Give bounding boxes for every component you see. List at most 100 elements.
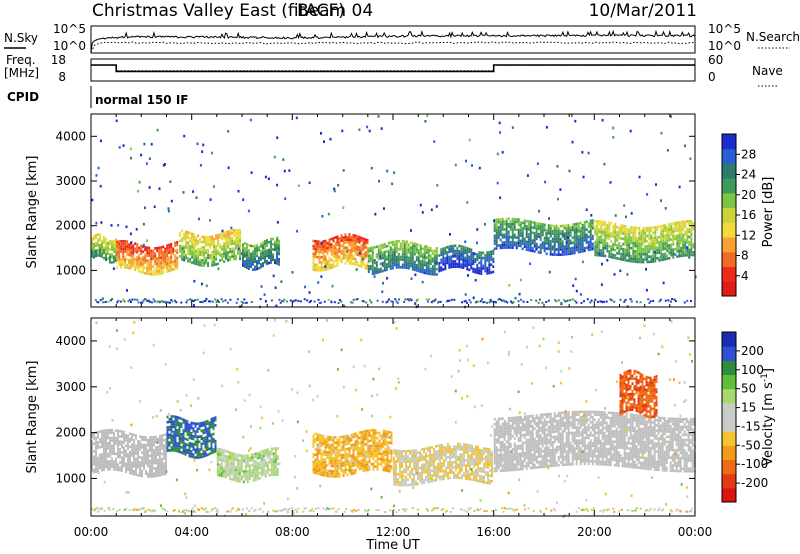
scatter-cell bbox=[234, 479, 237, 482]
scatter-cell bbox=[161, 452, 163, 456]
scatter-cell bbox=[260, 250, 262, 253]
scatter-cell bbox=[201, 259, 204, 262]
scatter-cell bbox=[336, 475, 339, 478]
scatter-cell bbox=[547, 224, 550, 227]
scatter-cell bbox=[389, 246, 392, 250]
scatter-cell bbox=[559, 253, 562, 256]
scatter-cell bbox=[505, 238, 508, 242]
scatter-cell bbox=[442, 257, 445, 261]
scatter-point bbox=[227, 166, 230, 170]
scatter-point bbox=[193, 279, 196, 283]
scatter-cell bbox=[312, 465, 315, 469]
scatter-cell bbox=[218, 471, 221, 474]
scatter-cell bbox=[135, 436, 137, 440]
scatter-cell bbox=[235, 234, 238, 237]
scatter-cell bbox=[107, 252, 109, 255]
scatter-cell bbox=[264, 461, 267, 465]
scatter-point bbox=[117, 223, 120, 227]
scatter-cell bbox=[125, 436, 127, 440]
scatter-cell bbox=[378, 449, 381, 453]
scatter-point bbox=[690, 300, 692, 302]
scatter-cell bbox=[156, 246, 159, 250]
scatter-cell bbox=[126, 253, 129, 256]
scatter-cell bbox=[638, 232, 641, 235]
scatter-cell bbox=[591, 227, 594, 230]
scatter-cell bbox=[642, 253, 645, 256]
scatter-cell bbox=[276, 246, 278, 250]
scatter-cell bbox=[366, 434, 369, 438]
scatter-cell bbox=[113, 255, 115, 258]
scatter-cell bbox=[314, 253, 317, 256]
scatter-cell bbox=[117, 447, 119, 451]
scatter-cell bbox=[215, 252, 218, 256]
scatter-cell bbox=[192, 435, 195, 438]
scatter-cell bbox=[390, 434, 393, 437]
scatter-cell bbox=[527, 235, 530, 239]
scatter-cell bbox=[168, 256, 171, 260]
scatter-cell bbox=[134, 263, 137, 266]
scatter-cell bbox=[215, 247, 218, 251]
scatter-cell bbox=[256, 265, 258, 268]
scatter-cell bbox=[134, 242, 137, 245]
scatter-cell bbox=[497, 233, 500, 237]
scatter-cell bbox=[120, 247, 123, 251]
scatter-cell bbox=[166, 439, 169, 442]
scatter-cell bbox=[658, 248, 661, 252]
scatter-cell bbox=[324, 474, 327, 477]
scatter-cell bbox=[258, 246, 260, 249]
scatter-cell bbox=[372, 444, 375, 448]
scatter-cell bbox=[640, 253, 643, 256]
scatter-cell bbox=[411, 454, 413, 458]
scatter-cell bbox=[103, 249, 105, 252]
scatter-cell bbox=[348, 442, 351, 445]
scatter-cell bbox=[101, 461, 103, 464]
scatter-cell bbox=[231, 237, 234, 240]
scatter-cell bbox=[184, 447, 187, 451]
scatter-cell bbox=[123, 459, 125, 462]
scatter-cell bbox=[192, 442, 195, 446]
scatter-cell bbox=[622, 224, 625, 228]
scatter-cell bbox=[133, 433, 135, 437]
scatter-point bbox=[118, 146, 121, 149]
scatter-cell bbox=[272, 256, 274, 259]
scatter-cell bbox=[419, 267, 422, 271]
scatter-cell bbox=[395, 263, 398, 267]
scatter-cell bbox=[215, 263, 218, 266]
scatter-point bbox=[190, 299, 193, 302]
scatter-cell bbox=[401, 258, 404, 261]
scatter-cell bbox=[561, 229, 564, 233]
scatter-cell bbox=[97, 469, 99, 473]
scatter-cell bbox=[260, 450, 263, 453]
scatter-cell bbox=[240, 454, 243, 457]
scatter-point bbox=[289, 299, 292, 302]
scatter-cell bbox=[246, 480, 249, 483]
scatter-cell bbox=[278, 242, 280, 245]
scatter-cell bbox=[151, 438, 153, 442]
scatter-cell bbox=[373, 246, 376, 249]
scatter-cell bbox=[450, 260, 453, 264]
scatter-cell bbox=[452, 249, 455, 253]
scatter-cell bbox=[105, 237, 107, 241]
scatter-point bbox=[570, 114, 573, 117]
scatter-cell bbox=[330, 248, 333, 251]
scatter-cell bbox=[191, 237, 194, 241]
scatter-cell bbox=[168, 441, 171, 444]
scatter-cell bbox=[183, 245, 186, 249]
scatter-point bbox=[199, 164, 202, 167]
scatter-cell bbox=[594, 253, 597, 257]
scatter-cell bbox=[192, 422, 195, 425]
scatter-cell bbox=[376, 431, 379, 435]
scatter-cell bbox=[356, 253, 359, 256]
scatter-point bbox=[318, 301, 321, 304]
scatter-cell bbox=[210, 438, 213, 442]
scatter-cell bbox=[326, 474, 329, 478]
scatter-cell bbox=[256, 262, 258, 266]
scatter-cell bbox=[626, 259, 629, 262]
scatter-cell bbox=[134, 247, 137, 251]
scatter-cell bbox=[256, 457, 259, 460]
scatter-cell bbox=[648, 229, 651, 232]
scatter-cell bbox=[634, 252, 637, 256]
scatter-cell bbox=[381, 269, 384, 273]
scatter-cell bbox=[266, 453, 269, 457]
scatter-cell bbox=[209, 238, 212, 241]
